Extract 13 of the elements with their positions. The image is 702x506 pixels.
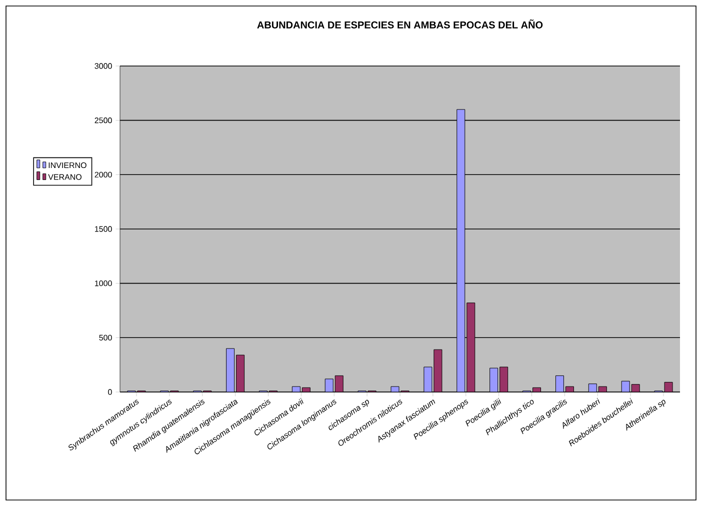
- y-tick-label: 2000: [94, 172, 112, 178]
- legend-label: INVIERNO: [48, 162, 86, 168]
- y-tick-label: 1000: [95, 280, 112, 286]
- y-tick-label: 2500: [94, 118, 112, 124]
- y-tick-label: 0: [108, 389, 112, 395]
- y-tick-label: 500: [99, 334, 112, 340]
- bar: [456, 109, 465, 392]
- y-tick-label: 1500: [95, 226, 112, 232]
- bar: [226, 348, 234, 392]
- chart-title: ABUNDANCIA DE ESPECIES EN AMBAS EPOCAS DEL AÑO: [257, 19, 543, 28]
- y-tick-label: 3000: [94, 63, 112, 69]
- legend-label: VERANO: [48, 174, 82, 180]
- bar: [490, 368, 498, 392]
